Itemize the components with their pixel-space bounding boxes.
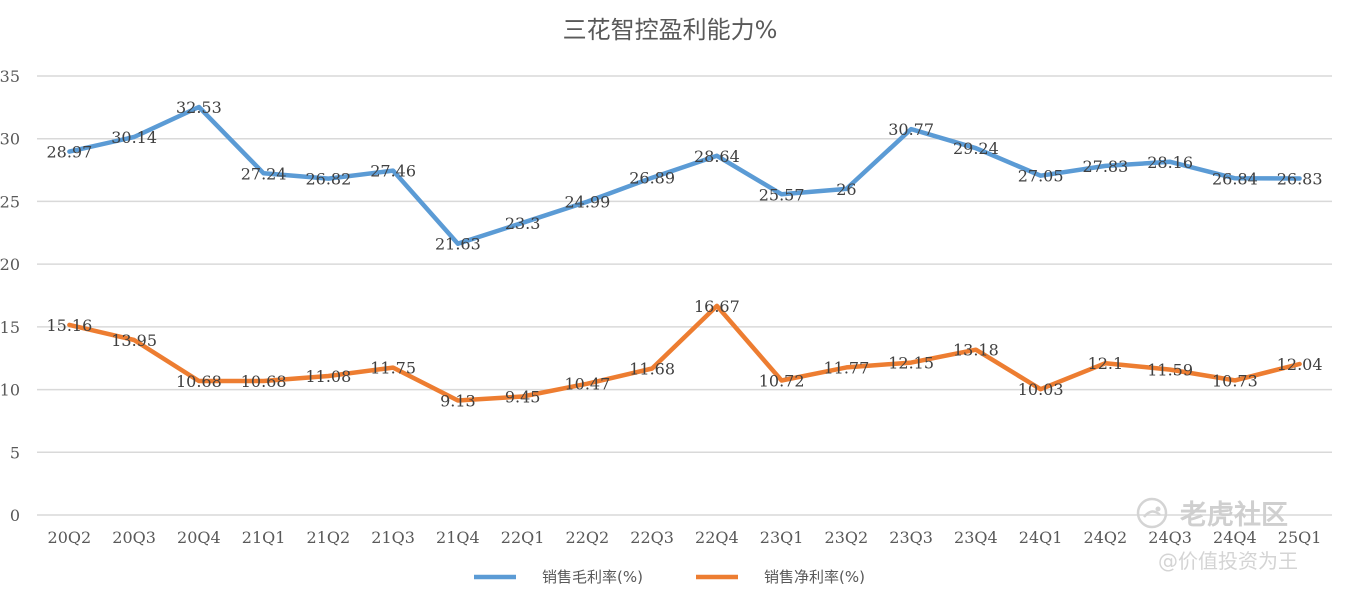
x-tick-label: 24Q3: [1148, 528, 1192, 547]
data-label: 11.68: [629, 359, 675, 378]
x-tick-label: 23Q1: [760, 528, 804, 547]
y-axis: 0 5 10 15 20 25 30 35: [0, 67, 20, 525]
data-label: 10.73: [1212, 371, 1258, 390]
x-tick-label: 21Q3: [371, 528, 415, 547]
y-tick-label: 35: [0, 67, 20, 86]
data-label: 26: [836, 180, 856, 199]
data-label: 15.16: [46, 316, 92, 335]
x-tick-label: 21Q2: [307, 528, 351, 547]
data-label: 16.67: [694, 297, 740, 316]
data-label: 26.82: [305, 170, 351, 189]
x-tick-label: 25Q1: [1278, 528, 1322, 547]
x-tick-label: 20Q3: [112, 528, 156, 547]
data-label: 26.84: [1212, 169, 1258, 188]
legend: 销售毛利率(%) 销售净利率(%): [474, 568, 865, 586]
y-tick-label: 15: [0, 318, 20, 337]
data-label: 23.3: [505, 214, 541, 233]
y-tick-label: 30: [0, 130, 20, 149]
x-axis: 20Q2 20Q3 20Q4 21Q1 21Q2 21Q3 21Q4 22Q1 22Q2 22Q3…: [48, 528, 1322, 547]
data-label: 30.14: [111, 128, 157, 147]
chart-title: 三花智控盈利能力%: [563, 16, 778, 44]
x-tick-label: 22Q4: [695, 528, 739, 547]
series-line-net-margin: [67, 303, 1302, 403]
data-label: 27.05: [1018, 167, 1064, 186]
data-labels: 28.97 30.14 32.53 27.24 26.82 27.46 21.63 23.3 2…: [46, 98, 1322, 411]
data-label: 27.46: [370, 162, 416, 181]
x-tick-label: 23Q4: [954, 528, 998, 547]
watermark-brand: 老虎社区: [1180, 499, 1288, 531]
legend-label: 销售毛利率(%): [542, 568, 643, 586]
x-tick-label: 20Q2: [48, 528, 92, 547]
series-line-gross-margin: [67, 104, 1302, 246]
data-label: 10.03: [1018, 380, 1064, 399]
data-label: 21.63: [435, 235, 481, 254]
x-tick-label: 21Q1: [242, 528, 286, 547]
data-label: 10.68: [176, 372, 222, 391]
y-tick-label: 10: [0, 381, 20, 400]
watermark: 老虎社区 @价值投资为王: [1136, 497, 1298, 573]
data-label: 25.57: [759, 185, 805, 204]
data-label: 26.89: [629, 169, 675, 188]
data-label: 27.24: [241, 164, 287, 183]
data-label: 28.16: [1147, 153, 1193, 172]
x-tick-label: 22Q2: [566, 528, 610, 547]
x-tick-label: 22Q1: [501, 528, 545, 547]
x-tick-label: 24Q1: [1019, 528, 1063, 547]
y-tick-label: 25: [0, 192, 20, 211]
y-tick-label: 20: [0, 255, 20, 274]
x-tick-label: 24Q4: [1213, 528, 1257, 547]
data-label: 26.83: [1277, 169, 1323, 188]
data-label: 24.99: [564, 193, 610, 212]
x-tick-label: 21Q4: [436, 528, 480, 547]
x-tick-label: 20Q4: [177, 528, 221, 547]
gridlines: [37, 75, 1332, 516]
y-tick-label: 5: [10, 443, 20, 462]
data-label: 13.18: [953, 341, 999, 360]
x-tick-label: 23Q3: [889, 528, 933, 547]
watermark-author: @价值投资为王: [1158, 549, 1298, 573]
data-label: 9.13: [440, 391, 476, 410]
y-tick-label: 0: [10, 506, 20, 525]
legend-label: 销售净利率(%): [764, 568, 865, 586]
data-label: 32.53: [176, 98, 222, 117]
x-tick-label: 24Q2: [1084, 528, 1128, 547]
data-label: 11.75: [370, 359, 416, 378]
x-tick-label: 22Q3: [630, 528, 674, 547]
data-label: 9.45: [505, 387, 541, 406]
data-label: 30.77: [888, 120, 934, 139]
data-label: 11.08: [305, 367, 351, 386]
series-layer: [67, 104, 1302, 403]
data-label: 13.95: [111, 331, 157, 350]
data-label: 12.1: [1088, 354, 1124, 373]
data-label: 10.68: [241, 372, 287, 391]
data-label: 27.83: [1082, 157, 1128, 176]
data-label: 29.24: [953, 139, 999, 158]
data-label: 28.64: [694, 147, 740, 166]
data-label: 11.77: [823, 358, 869, 377]
data-label: 12.15: [888, 354, 934, 373]
x-tick-label: 23Q2: [825, 528, 869, 547]
data-label: 12.04: [1277, 355, 1323, 374]
data-label: 28.97: [46, 143, 92, 162]
data-label: 10.47: [564, 375, 610, 394]
data-label: 10.72: [759, 372, 805, 391]
data-label: 11.59: [1147, 361, 1193, 380]
tiger-logo-icon: [1136, 497, 1168, 529]
